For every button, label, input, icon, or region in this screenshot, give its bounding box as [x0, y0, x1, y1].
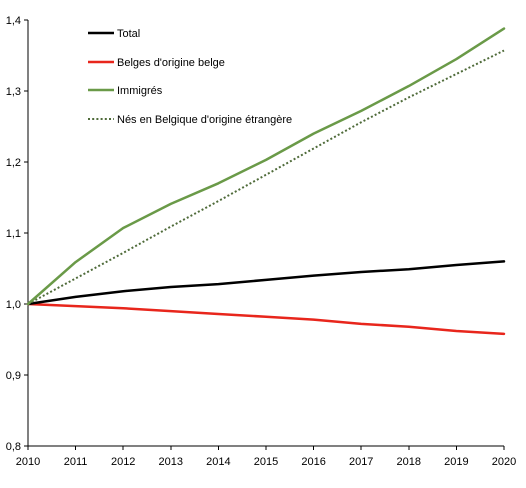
x-tick-label: 2018	[397, 456, 421, 468]
series-line-2	[26, 27, 506, 306]
x-axis: 2010 2011 2012 2013 2014 2015 2016 2017 2018 2019…	[16, 445, 516, 468]
y-tick-label: 1,1	[6, 228, 21, 240]
y-tick-label: 1,3	[6, 86, 21, 98]
x-tick-label: 2016	[301, 456, 325, 468]
series-line-0	[26, 260, 506, 306]
y-axis: 0,8 0,9 1,0 1,1 1,2 1,3 1,4	[6, 15, 29, 453]
y-tick-label: 0,8	[6, 441, 21, 453]
x-tick-label: 2019	[444, 456, 468, 468]
x-tick-label: 2013	[159, 456, 183, 468]
series-line-3	[27, 49, 505, 305]
x-tick-label: 2014	[206, 456, 230, 468]
x-tick-label: 2011	[64, 456, 88, 468]
y-tick-label: 0,9	[6, 370, 21, 382]
x-tick-label: 2010	[16, 456, 40, 468]
legend-label-1: Belges d'origine belge	[117, 57, 225, 69]
legend-label-2: Immigrés	[117, 85, 163, 97]
series-lines	[26, 27, 506, 336]
x-tick-label: 2012	[111, 456, 135, 468]
legend-label-0: Total	[117, 28, 140, 40]
x-tick-label: 2020	[492, 456, 516, 468]
legend: Total Belges d'origine belge Immigrés Nés e…	[88, 28, 292, 126]
series-line-1	[26, 302, 506, 336]
x-tick-label: 2017	[349, 456, 373, 468]
legend-label-3: Nés en Belgique d'origine étrangère	[117, 114, 292, 126]
x-tick-label: 2015	[254, 456, 278, 468]
y-tick-label: 1,2	[6, 157, 21, 169]
y-tick-label: 1,0	[6, 299, 21, 311]
y-tick-label: 1,4	[6, 15, 21, 27]
